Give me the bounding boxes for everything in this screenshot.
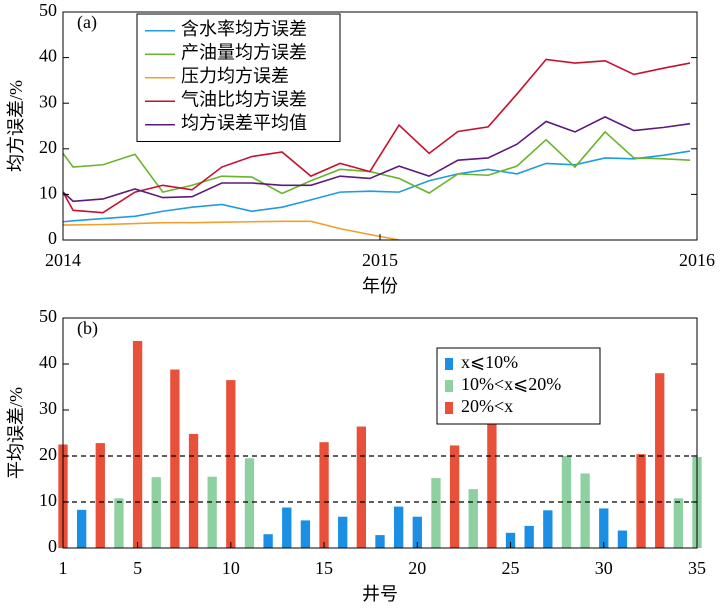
bar <box>244 458 255 548</box>
bar <box>580 473 590 548</box>
bar <box>319 442 329 548</box>
bar <box>375 535 385 548</box>
x-axis-label: 井号 <box>362 584 398 604</box>
bar <box>300 520 311 548</box>
panel-label: (b) <box>77 318 98 339</box>
x-tick-label: 20 <box>408 558 426 578</box>
bar <box>132 341 143 548</box>
bar <box>151 477 161 548</box>
legend: x⩽10%10%<x⩽20%20%<x <box>436 347 601 425</box>
y-tick-label: 50 <box>39 0 57 20</box>
bar <box>561 456 572 548</box>
bar <box>449 445 460 548</box>
bar <box>431 478 441 548</box>
legend-label: 产油量均方误差 <box>181 42 307 62</box>
x-tick-label: 1 <box>59 558 68 578</box>
bar <box>170 369 180 548</box>
x-tick-label: 5 <box>133 558 142 578</box>
bar <box>487 421 497 548</box>
panel-label: (a) <box>77 12 97 33</box>
x-tick-label: 2014 <box>45 250 81 270</box>
series-line <box>62 150 691 223</box>
x-tick-label: 25 <box>502 558 520 578</box>
bar <box>393 506 404 548</box>
plot-frame <box>62 317 698 549</box>
bar <box>524 525 534 548</box>
bar <box>95 443 105 548</box>
legend-swatch <box>445 402 453 414</box>
bar <box>226 380 236 548</box>
bar <box>636 454 646 548</box>
legend-swatch <box>445 358 453 370</box>
bar <box>543 510 553 548</box>
legend-box <box>436 347 601 425</box>
bar <box>76 509 87 548</box>
legend-label: x⩽10% <box>461 352 518 372</box>
bar <box>505 532 516 548</box>
y-tick-label: 30 <box>39 398 57 418</box>
bar <box>356 426 367 548</box>
series-line <box>62 58 691 214</box>
x-tick-label: 2015 <box>362 250 398 270</box>
x-tick-label: 2016 <box>679 250 715 270</box>
y-tick-label: 40 <box>39 46 57 66</box>
y-tick-label: 50 <box>39 306 57 326</box>
bar <box>282 507 292 548</box>
x-tick-label: 35 <box>688 558 706 578</box>
bar <box>263 534 273 548</box>
bar <box>412 516 422 548</box>
series-line <box>62 115 691 203</box>
legend-label: 含水率均方误差 <box>181 19 307 39</box>
panel: 0 10 20 30 40 50 2014 2015 2016 年份 均方误差/% (a) 含水率均方误… <box>6 0 715 296</box>
bar <box>599 508 609 548</box>
series-line <box>63 220 400 241</box>
y-tick-label: 20 <box>39 444 57 464</box>
y-tick-label: 0 <box>48 536 57 556</box>
legend-label: 10%<x⩽20% <box>461 374 561 394</box>
bar <box>188 433 199 548</box>
bar <box>114 498 124 548</box>
x-tick-label: 10 <box>222 558 240 578</box>
y-tick-label: 0 <box>48 228 57 248</box>
bar <box>655 373 665 548</box>
y-tick-label: 10 <box>39 490 57 510</box>
bar <box>207 476 217 548</box>
legend-label: 气油比均方误差 <box>181 89 307 109</box>
bar <box>468 489 478 548</box>
y-axis-label: 平均误差/% <box>6 387 26 479</box>
bar <box>673 498 684 548</box>
legend-label: 20%<x <box>461 396 513 416</box>
x-axis-label: 年份 <box>362 276 398 296</box>
y-axis-label: 均方误差/% <box>6 80 26 172</box>
y-tick-label: 40 <box>39 352 57 372</box>
y-tick-label: 10 <box>39 183 57 203</box>
legend-label: 压力均方误差 <box>181 66 289 86</box>
y-tick-label: 20 <box>39 137 57 157</box>
y-tick-label: 30 <box>39 91 57 111</box>
bar <box>617 530 628 548</box>
bar <box>338 516 348 548</box>
x-tick-label: 15 <box>315 558 333 578</box>
legend-swatch <box>445 380 453 392</box>
legend-label: 均方误差平均值 <box>181 113 307 133</box>
x-tick-label: 30 <box>595 558 613 578</box>
